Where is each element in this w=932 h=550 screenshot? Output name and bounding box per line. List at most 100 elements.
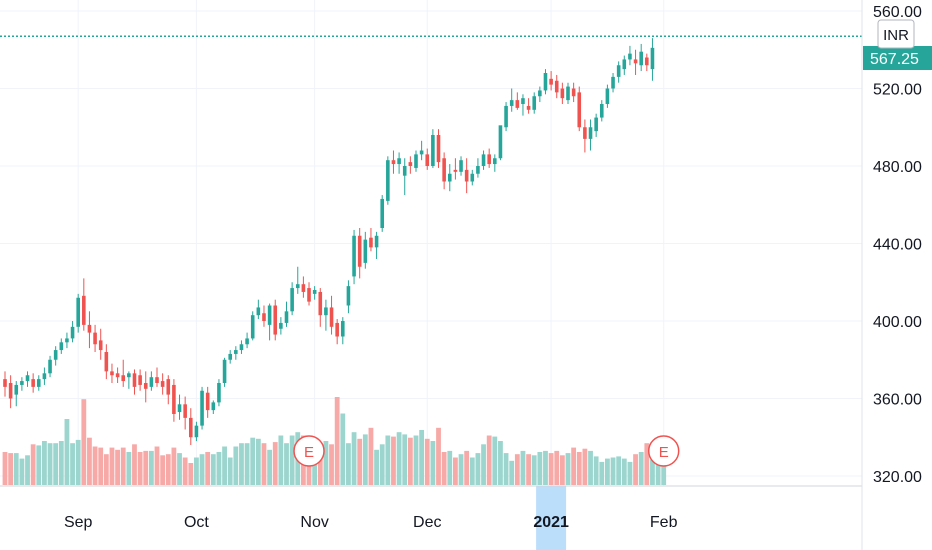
candle[interactable] — [329, 295, 334, 335]
candle[interactable] — [599, 100, 604, 122]
candle[interactable] — [110, 363, 114, 383]
candle[interactable] — [459, 156, 463, 176]
time-scale[interactable]: Sep Oct Nov Dec 2021 Feb — [64, 514, 678, 531]
candle[interactable] — [476, 158, 480, 178]
candle[interactable] — [65, 332, 69, 349]
candle[interactable] — [279, 317, 283, 335]
candle[interactable] — [645, 53, 649, 72]
candle[interactable] — [42, 367, 47, 385]
candle[interactable] — [594, 113, 598, 137]
candle[interactable] — [391, 150, 396, 174]
candle[interactable] — [31, 373, 35, 393]
candle[interactable] — [307, 282, 311, 306]
candle[interactable] — [20, 377, 24, 391]
candle[interactable] — [200, 386, 204, 430]
candle[interactable] — [515, 92, 520, 110]
candle[interactable] — [82, 278, 86, 331]
candle[interactable] — [70, 321, 75, 343]
earnings-marker[interactable]: E — [293, 435, 325, 467]
candle[interactable] — [273, 299, 278, 341]
candle[interactable] — [481, 150, 486, 170]
candle[interactable] — [504, 102, 508, 132]
candle[interactable] — [217, 379, 221, 407]
candle[interactable] — [239, 340, 244, 354]
candle[interactable] — [104, 344, 109, 380]
candle[interactable] — [318, 288, 323, 327]
candle[interactable] — [622, 55, 627, 75]
candle[interactable] — [470, 169, 475, 186]
candle[interactable] — [571, 82, 576, 103]
candle[interactable] — [633, 49, 638, 75]
candle[interactable] — [566, 82, 570, 104]
candle[interactable] — [172, 379, 176, 422]
candle[interactable] — [397, 152, 401, 174]
candle[interactable] — [526, 98, 531, 114]
candle[interactable] — [436, 129, 441, 168]
candle[interactable] — [447, 164, 452, 192]
candle[interactable] — [295, 266, 300, 294]
candle[interactable] — [228, 350, 232, 364]
candle[interactable] — [127, 371, 131, 389]
candle[interactable] — [464, 158, 469, 194]
candle[interactable] — [425, 148, 430, 170]
candle[interactable] — [611, 73, 615, 93]
candle[interactable] — [650, 38, 655, 81]
candle[interactable] — [588, 119, 593, 151]
candle[interactable] — [3, 371, 7, 397]
candle[interactable] — [115, 367, 120, 384]
candle[interactable] — [234, 346, 238, 360]
candle[interactable] — [36, 375, 41, 391]
candle[interactable] — [25, 371, 30, 387]
candle[interactable] — [256, 299, 261, 320]
candle[interactable] — [183, 396, 187, 430]
candle[interactable] — [509, 88, 514, 112]
candle[interactable] — [628, 45, 632, 66]
candle[interactable] — [59, 338, 64, 354]
candle[interactable] — [386, 156, 390, 205]
candle[interactable] — [143, 371, 148, 403]
candle[interactable] — [222, 357, 227, 387]
candle[interactable] — [132, 369, 137, 395]
candle[interactable] — [374, 231, 379, 259]
candle[interactable] — [583, 119, 587, 153]
candle[interactable] — [431, 129, 435, 168]
candle[interactable] — [380, 195, 385, 232]
candle[interactable] — [442, 152, 446, 190]
candle[interactable] — [166, 375, 171, 405]
candle[interactable] — [312, 286, 317, 300]
candle[interactable] — [211, 400, 216, 414]
candle[interactable] — [48, 355, 52, 378]
candle[interactable] — [301, 276, 306, 298]
candle[interactable] — [419, 140, 424, 161]
candle[interactable] — [324, 299, 328, 331]
candle[interactable] — [554, 74, 559, 99]
candle[interactable] — [250, 311, 255, 341]
candle[interactable] — [290, 282, 294, 316]
candle[interactable] — [352, 229, 356, 285]
candle[interactable] — [549, 71, 553, 91]
candle[interactable] — [498, 125, 503, 161]
candle[interactable] — [8, 375, 13, 409]
candle[interactable] — [87, 311, 92, 349]
candle[interactable] — [577, 86, 582, 132]
candle[interactable] — [194, 421, 199, 442]
candle[interactable] — [616, 61, 621, 83]
candle[interactable] — [155, 367, 159, 387]
candle[interactable] — [205, 386, 210, 418]
candle[interactable] — [357, 228, 362, 279]
candle[interactable] — [138, 369, 142, 391]
candle[interactable] — [188, 408, 193, 445]
candle[interactable] — [408, 156, 413, 174]
candle[interactable] — [453, 158, 458, 180]
candle[interactable] — [284, 301, 289, 327]
candle[interactable] — [560, 82, 565, 104]
candle[interactable] — [245, 332, 249, 349]
candle[interactable] — [414, 150, 418, 172]
candle[interactable] — [149, 371, 154, 391]
candle[interactable] — [521, 94, 525, 116]
price-scale[interactable]: 560.00 520.00 480.00 440.00 400.00 360.00 320.… — [873, 4, 922, 486]
candle[interactable] — [605, 84, 610, 108]
candle[interactable] — [639, 43, 643, 72]
